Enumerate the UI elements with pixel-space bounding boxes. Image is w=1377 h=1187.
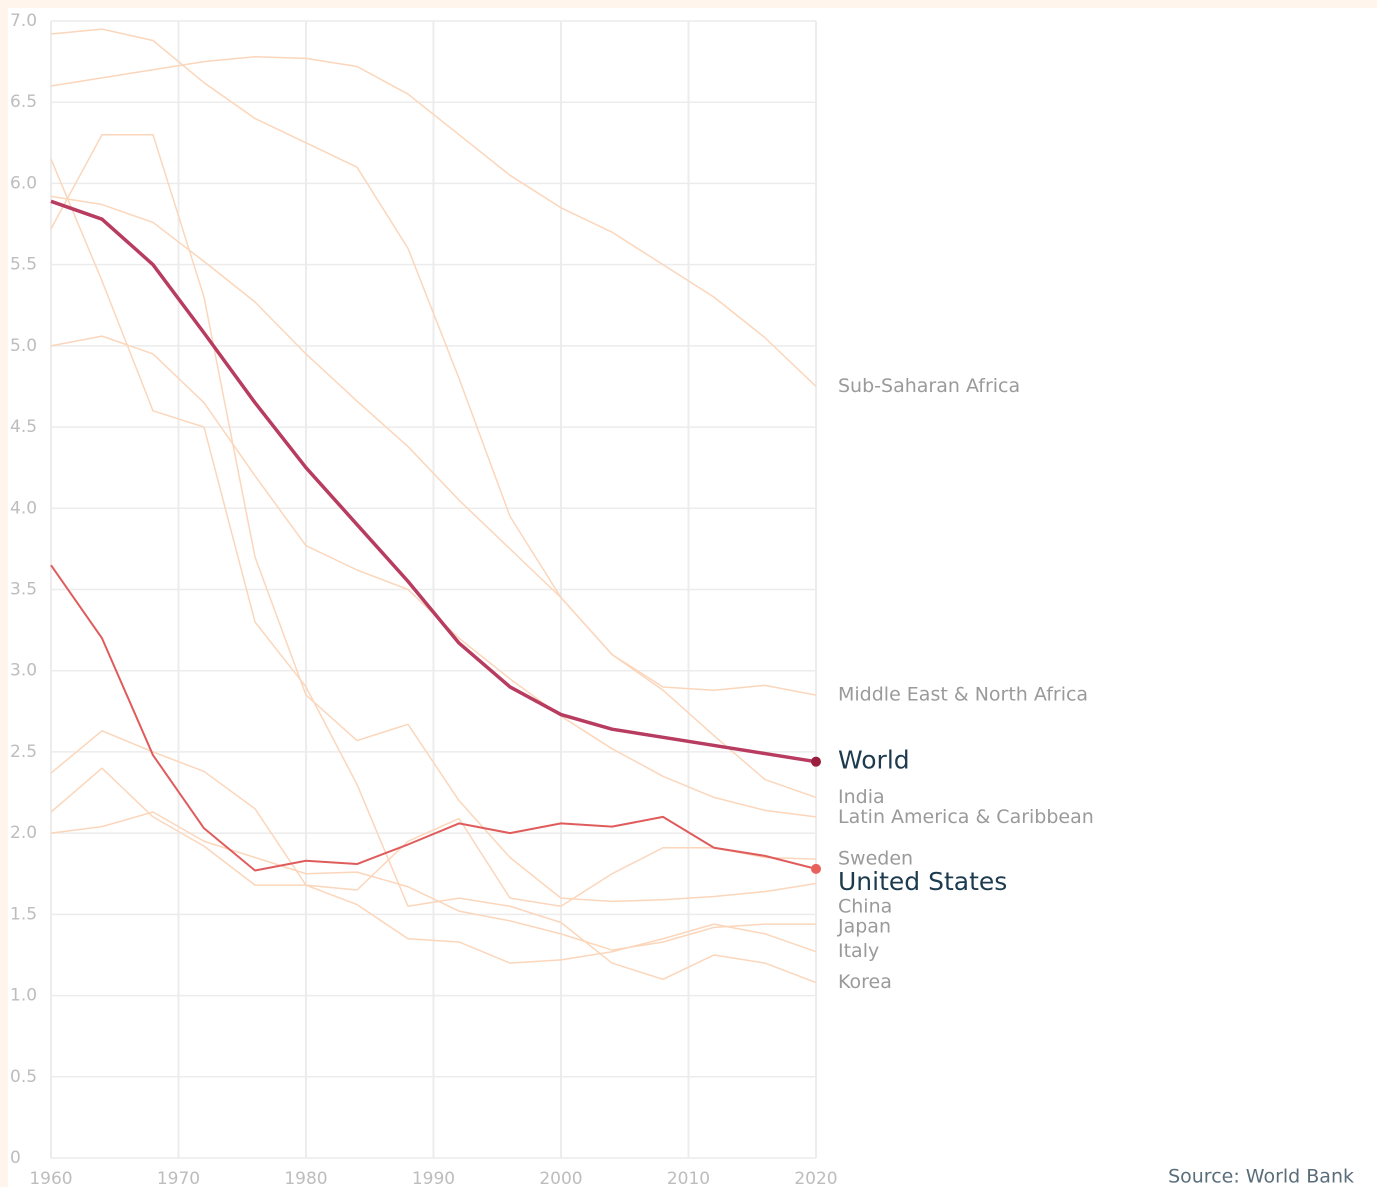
- y-tick-label: 2.0: [10, 823, 37, 843]
- y-tick-label: 6.5: [10, 92, 37, 112]
- series-line: [50, 55, 817, 388]
- series-line: [50, 811, 816, 951]
- y-tick-label: 4.0: [10, 498, 37, 518]
- series-label: United States: [838, 867, 1007, 896]
- series-label: Sub-Saharan Africa: [838, 375, 1020, 397]
- series-label: Latin America & Caribbean: [838, 806, 1094, 828]
- y-tick-label: 6.0: [10, 173, 37, 193]
- series-line-highlight: [50, 564, 817, 872]
- y-tick-label: 0.5: [10, 1067, 37, 1087]
- y-tick-label: 0: [10, 1148, 21, 1168]
- series-line: [50, 158, 817, 984]
- series-label: Korea: [838, 971, 892, 993]
- series-line: [50, 730, 817, 964]
- series-line-highlight: [50, 199, 817, 764]
- y-tick-label: 7.0: [10, 11, 37, 31]
- series-label: Sweden: [838, 848, 913, 870]
- series-label: Italy: [838, 940, 879, 962]
- x-tick-label: 1990: [412, 1169, 455, 1187]
- y-tick-label: 1.0: [10, 986, 37, 1006]
- y-tick-label: 4.5: [10, 417, 37, 437]
- x-tick-label: 1980: [284, 1169, 327, 1187]
- series-label: China: [838, 896, 892, 918]
- series-line: [50, 28, 817, 696]
- series-line: [50, 133, 817, 903]
- series-line: [50, 195, 817, 799]
- x-tick-label: 2000: [539, 1169, 582, 1187]
- y-tick-label: 3.0: [10, 661, 37, 681]
- x-tick-label: 1960: [29, 1169, 72, 1187]
- source: Source: World Bank: [1168, 1166, 1354, 1187]
- x-tick-label: 1970: [157, 1169, 200, 1187]
- y-tick-label: 1.5: [10, 904, 37, 924]
- series-label: Japan: [837, 916, 891, 938]
- series-label: Middle East & North Africa: [838, 684, 1088, 706]
- x-tick-label: 2020: [794, 1169, 837, 1187]
- y-tick-label: 5.0: [10, 336, 37, 356]
- plot-background: [8, 8, 1377, 1187]
- y-tick-label: 3.5: [10, 580, 37, 600]
- x-tick-label: 2010: [667, 1169, 710, 1187]
- end-marker: [811, 756, 821, 767]
- series-label: India: [838, 786, 885, 808]
- y-tick-label: 2.5: [10, 742, 37, 762]
- end-marker: [811, 863, 821, 874]
- y-tick-label: 5.5: [10, 255, 37, 275]
- series-line: [50, 767, 817, 907]
- series-label: World: [838, 746, 910, 775]
